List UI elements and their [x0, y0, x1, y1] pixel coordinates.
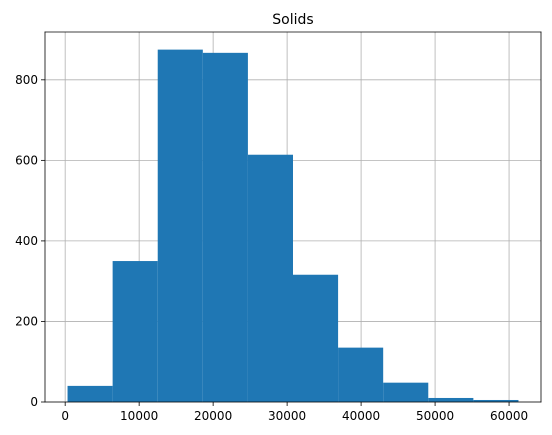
x-tick-label: 0	[61, 409, 69, 423]
x-tick-label: 20000	[194, 409, 232, 423]
x-tick-label: 10000	[120, 409, 158, 423]
y-tick-label: 800	[15, 73, 38, 87]
y-tick-label: 600	[15, 153, 38, 167]
histogram-bar-7	[338, 347, 384, 402]
y-tick-label: 200	[15, 314, 38, 328]
x-tick-label: 40000	[342, 409, 380, 423]
chart-title: Solids	[272, 12, 313, 28]
y-tick-label: 0	[30, 395, 38, 409]
histogram-bar-8	[383, 382, 429, 402]
histogram-bar-9	[428, 397, 474, 402]
histogram-bar-2	[112, 261, 158, 402]
axes-frame	[44, 31, 542, 403]
histogram-bar-3	[157, 49, 203, 402]
histogram-bar-10	[473, 399, 519, 402]
x-tick-label: 50000	[416, 409, 454, 423]
histogram-bar-4	[202, 52, 248, 402]
y-tick-label: 400	[15, 234, 38, 248]
x-tick-label: 60000	[490, 409, 528, 423]
histogram-bar-1	[67, 385, 113, 402]
histogram-bar-5	[247, 154, 293, 402]
x-tick-label: 30000	[268, 409, 306, 423]
histogram-bar-6	[293, 274, 339, 402]
axis-ticks: 0 10000 20000 30000 40000 50000 60000 0 200 400 60…	[15, 73, 528, 423]
histogram-bars	[67, 49, 519, 402]
